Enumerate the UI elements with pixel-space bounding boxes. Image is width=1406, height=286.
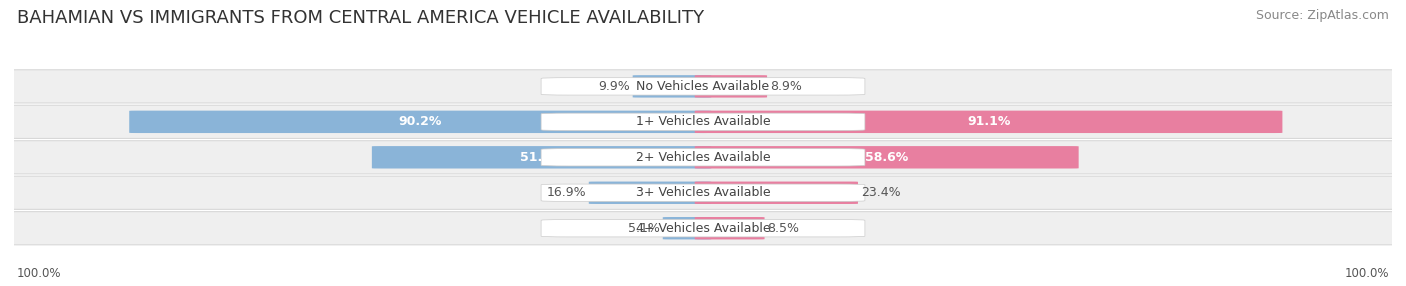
FancyBboxPatch shape <box>633 75 711 98</box>
FancyBboxPatch shape <box>695 111 1282 133</box>
FancyBboxPatch shape <box>695 217 765 239</box>
FancyBboxPatch shape <box>541 220 865 237</box>
Text: 2+ Vehicles Available: 2+ Vehicles Available <box>636 151 770 164</box>
FancyBboxPatch shape <box>541 78 865 95</box>
Text: 100.0%: 100.0% <box>17 267 62 280</box>
FancyBboxPatch shape <box>7 176 1399 209</box>
Text: 91.1%: 91.1% <box>967 115 1011 128</box>
Text: 58.6%: 58.6% <box>865 151 908 164</box>
FancyBboxPatch shape <box>541 113 865 130</box>
FancyBboxPatch shape <box>662 217 711 239</box>
Text: No Vehicles Available: No Vehicles Available <box>637 80 769 93</box>
FancyBboxPatch shape <box>589 182 711 204</box>
FancyBboxPatch shape <box>695 75 768 98</box>
FancyBboxPatch shape <box>7 70 1399 103</box>
Text: 4+ Vehicles Available: 4+ Vehicles Available <box>636 222 770 235</box>
FancyBboxPatch shape <box>695 182 858 204</box>
Text: 23.4%: 23.4% <box>860 186 900 199</box>
FancyBboxPatch shape <box>541 184 865 201</box>
Text: Source: ZipAtlas.com: Source: ZipAtlas.com <box>1256 9 1389 21</box>
FancyBboxPatch shape <box>7 105 1399 138</box>
FancyBboxPatch shape <box>129 111 711 133</box>
FancyBboxPatch shape <box>371 146 711 168</box>
Text: 100.0%: 100.0% <box>1344 267 1389 280</box>
Text: BAHAMIAN VS IMMIGRANTS FROM CENTRAL AMERICA VEHICLE AVAILABILITY: BAHAMIAN VS IMMIGRANTS FROM CENTRAL AMER… <box>17 9 704 27</box>
FancyBboxPatch shape <box>7 141 1399 174</box>
Text: 3+ Vehicles Available: 3+ Vehicles Available <box>636 186 770 199</box>
Text: 8.5%: 8.5% <box>768 222 800 235</box>
Text: 90.2%: 90.2% <box>398 115 441 128</box>
FancyBboxPatch shape <box>695 146 1078 168</box>
FancyBboxPatch shape <box>7 212 1399 245</box>
Text: 8.9%: 8.9% <box>770 80 801 93</box>
Text: 9.9%: 9.9% <box>598 80 630 93</box>
Text: 51.5%: 51.5% <box>520 151 564 164</box>
Text: 16.9%: 16.9% <box>547 186 586 199</box>
FancyBboxPatch shape <box>541 149 865 166</box>
Text: 1+ Vehicles Available: 1+ Vehicles Available <box>636 115 770 128</box>
Text: 5.1%: 5.1% <box>628 222 659 235</box>
